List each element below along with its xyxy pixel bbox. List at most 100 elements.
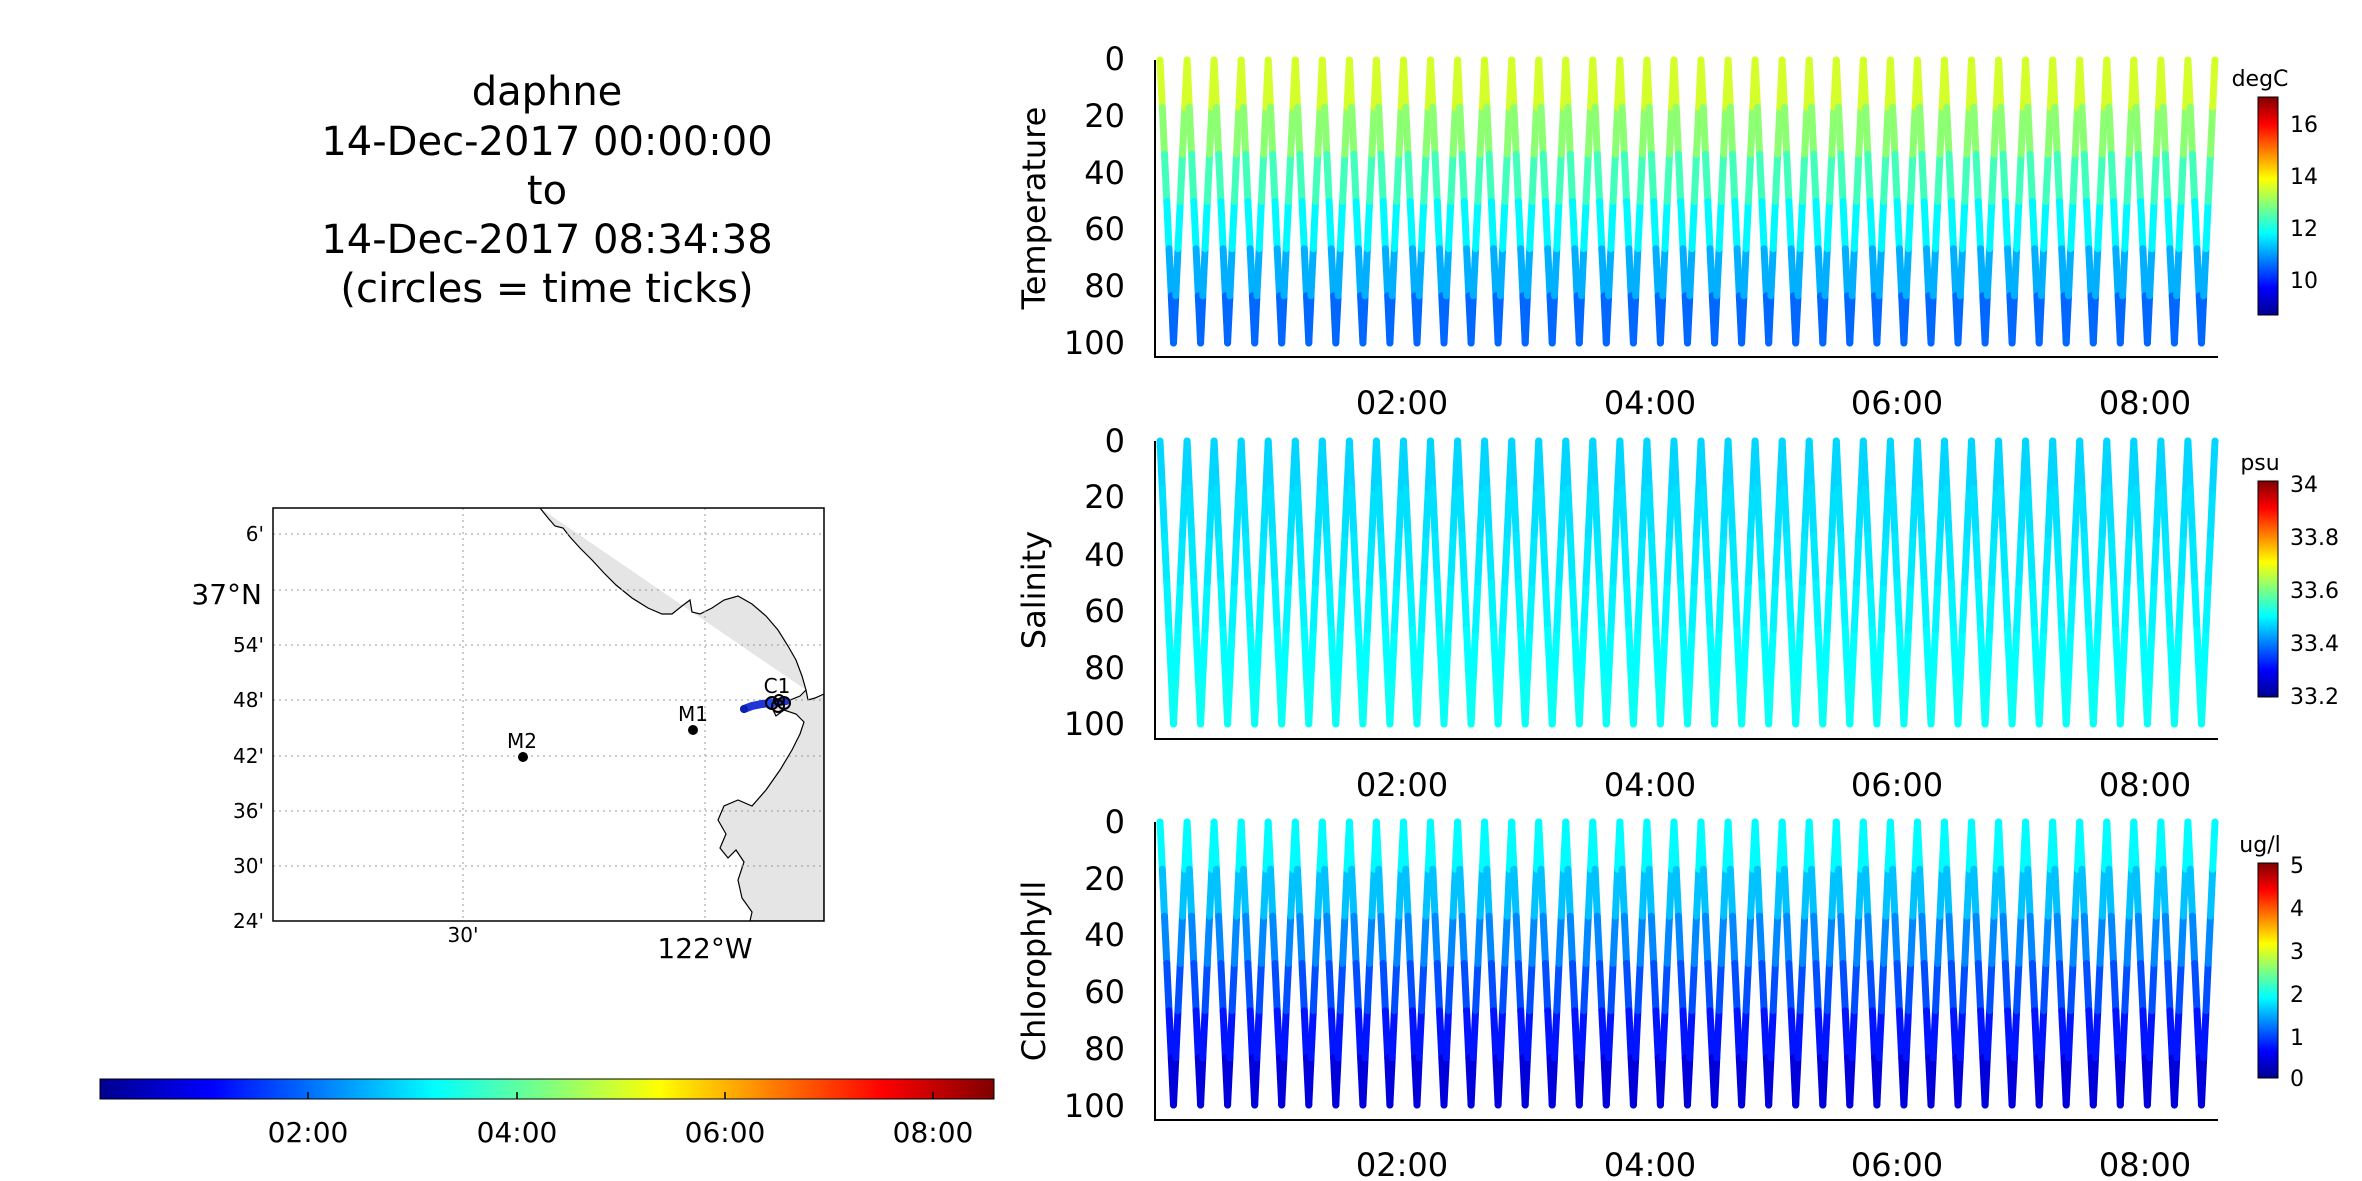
- profile-segment: [1954, 673, 1964, 728]
- profile-segment: [1787, 245, 1797, 300]
- y-tick-label: 40: [1084, 154, 1125, 192]
- profile-segment: [1783, 150, 1793, 205]
- profile-segment: [1287, 865, 1297, 920]
- profile-segment: [1661, 198, 1671, 253]
- profile-segment: [1578, 245, 1588, 300]
- profile-segment: [1868, 245, 1879, 300]
- profile-segment: [2080, 531, 2090, 586]
- profile-segment: [1744, 531, 1755, 586]
- profile-segment: [1226, 245, 1236, 300]
- profile-segment: [1555, 912, 1565, 967]
- profile-segment: [1686, 1007, 1696, 1062]
- profile-segment: [2107, 531, 2118, 586]
- chlorophyll-colorbar: ug/l 5 4 3 2 1 0: [2239, 833, 2304, 1092]
- profile-segment: [1512, 150, 1522, 205]
- profile-segment: [1679, 245, 1689, 300]
- profile-segment: [1823, 960, 1833, 1015]
- profile-segment: [2065, 626, 2075, 681]
- profile-segment: [1841, 626, 1852, 681]
- profile-segment: [1564, 865, 1574, 920]
- x-tick-label: 06:00: [1851, 1146, 1943, 1181]
- profile-segment: [1298, 960, 1308, 1015]
- profile-segment: [1203, 150, 1214, 205]
- profile-segment: [1895, 245, 1906, 300]
- profile-segment: [1321, 865, 1331, 920]
- profile-segment: [1219, 245, 1229, 300]
- profile-segment: [1821, 626, 1831, 681]
- profile-segment: [2146, 1007, 2156, 1062]
- y-tick-label: 20: [1084, 478, 1125, 516]
- profile-segment: [1598, 626, 1608, 681]
- y-tick-label: 20: [1084, 97, 1125, 135]
- profile-segment: [1686, 245, 1696, 300]
- profile-segment: [1287, 484, 1297, 539]
- profile-segment: [1517, 1007, 1527, 1062]
- profile-segment: [1463, 245, 1473, 300]
- profile-segment: [1429, 103, 1439, 158]
- profile-segment: [1593, 150, 1604, 205]
- profile-segment: [1805, 818, 1815, 873]
- profile-segment: [1943, 484, 1953, 539]
- profile-segment: [2150, 912, 2160, 967]
- profile-segment: [1927, 1054, 1937, 1109]
- profile-segment: [1260, 484, 1270, 539]
- profile-segment: [1312, 150, 1322, 205]
- profile-segment: [1305, 292, 1315, 347]
- profile-segment: [1233, 103, 1243, 158]
- profile-segment: [1440, 1054, 1450, 1109]
- profile-segment: [1400, 56, 1410, 111]
- profile-segment: [1913, 818, 1924, 873]
- profile-segment: [1472, 960, 1482, 1015]
- y-tick-label: 80: [1084, 267, 1125, 305]
- profile-segment: [1251, 292, 1261, 347]
- profile-segment: [2069, 912, 2079, 967]
- profile-segment: [1158, 103, 1168, 158]
- profile-segment: [1677, 960, 1687, 1015]
- profile-segment: [2146, 245, 2156, 300]
- profile-segment: [2125, 103, 2136, 158]
- chlorophyll-panel: Chlorophyll 0 20 40 60 80 100 02:00 04:0…: [1015, 803, 2304, 1181]
- profile-segment: [1201, 579, 1211, 634]
- profile-segment: [1864, 531, 1874, 586]
- profile-segment: [1361, 245, 1371, 300]
- profile-segment: [1859, 818, 1870, 873]
- profile-segment: [1555, 150, 1565, 205]
- profile-segment: [1341, 103, 1351, 158]
- profile-segment: [1296, 912, 1306, 967]
- x-tick-label: 04:00: [1604, 384, 1696, 422]
- profile-segment: [1341, 484, 1351, 539]
- profile-segment: [1409, 245, 1419, 300]
- profile-segment: [1427, 437, 1437, 492]
- profile-segment: [1487, 579, 1498, 634]
- profile-segment: [1620, 531, 1631, 586]
- profile-segment: [1212, 484, 1223, 539]
- profile-segment: [1278, 292, 1288, 347]
- salinity-yticks: 0 20 40 60 80 100: [1064, 422, 1125, 743]
- profile-segment: [2148, 198, 2158, 253]
- profile-segment: [1826, 531, 1836, 586]
- profile-segment: [1190, 579, 1200, 634]
- profile-segment: [1422, 484, 1432, 539]
- profile-segment: [1255, 198, 1265, 253]
- title-to: to: [527, 168, 567, 214]
- profile-segment: [2177, 531, 2187, 586]
- profile-segment: [1923, 1007, 1933, 1062]
- profile-segment: [1882, 865, 1892, 920]
- profile-segment: [1390, 579, 1401, 634]
- x-tick-label: 02:00: [1356, 766, 1448, 804]
- salinity-xticks: 02:00 04:00 06:00 08:00: [1356, 766, 2191, 804]
- y-tick-label: 100: [1064, 324, 1125, 362]
- title-note: (circles = time ticks): [340, 266, 753, 312]
- profile-segment: [1490, 626, 1500, 681]
- profile-segment: [1688, 198, 1698, 253]
- profile-segment: [1267, 103, 1277, 158]
- profile-segment: [1490, 245, 1500, 300]
- profile-segment: [1968, 437, 1978, 492]
- profile-segment: [1269, 912, 1279, 967]
- profile-segment: [1726, 103, 1737, 158]
- profile-segment: [2083, 198, 2093, 253]
- profile-segment: [1778, 437, 1788, 492]
- profile-segment: [1388, 1007, 1398, 1062]
- cbar-tick-label: 33.4: [2290, 632, 2339, 657]
- profile-segment: [1950, 1007, 1960, 1062]
